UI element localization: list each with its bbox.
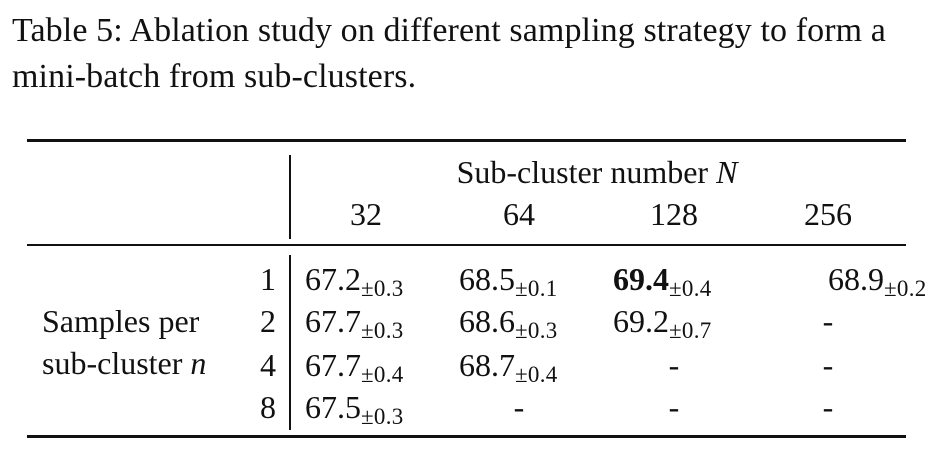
header-vertical-rule	[289, 155, 291, 239]
column-header-256: 256	[804, 196, 852, 232]
row-group-label-line1: Samples per	[42, 303, 200, 339]
table-top-rule	[27, 139, 906, 142]
column-header-64: 64	[503, 196, 535, 232]
table-cell: -	[514, 389, 525, 425]
cell-value: 68.7	[459, 347, 515, 383]
table-cell: 67.7±0.3	[305, 303, 404, 343]
row-group-label-line2: sub-cluster n	[42, 345, 206, 381]
cell-value: -	[822, 303, 834, 339]
table-cell: 69.4±0.4	[613, 261, 712, 301]
table-cell: -	[823, 347, 834, 383]
cell-std: ±0.4	[515, 362, 558, 387]
cell-value: 68.9	[828, 261, 884, 297]
cell-value: -	[822, 347, 834, 383]
table-cell: -	[823, 389, 834, 425]
column-header-32: 32	[350, 196, 382, 232]
cell-value: 67.5	[305, 389, 361, 425]
table-bottom-rule	[27, 435, 906, 438]
table-cell: 69.2±0.7	[613, 303, 712, 343]
cell-std: ±0.3	[361, 276, 404, 301]
cell-value: 68.5	[459, 261, 515, 297]
cell-value: 69.4	[613, 261, 669, 297]
table-cell: -	[669, 347, 680, 383]
table-cell: 67.5±0.3	[305, 389, 404, 429]
body-vertical-rule	[289, 255, 291, 430]
cell-std: ±0.3	[361, 404, 404, 429]
cell-std: ±0.4	[361, 362, 404, 387]
table-cell: -	[669, 389, 680, 425]
cell-std: ±0.7	[669, 318, 712, 343]
cell-value: 68.6	[459, 303, 515, 339]
column-group-header: Sub-cluster number N	[457, 154, 738, 190]
column-header-128: 128	[650, 196, 698, 232]
table-mid-rule	[27, 244, 906, 246]
row-group-label-text: sub-cluster	[42, 345, 183, 381]
table-cell: 68.5±0.1	[459, 261, 558, 301]
cell-std: ±0.3	[361, 318, 404, 343]
column-group-label: Sub-cluster number	[456, 154, 709, 190]
cell-value: 69.2	[613, 303, 669, 339]
cell-value: -	[668, 347, 680, 383]
cell-std: ±0.3	[515, 318, 558, 343]
table-cell: 68.7±0.4	[459, 347, 558, 387]
row-group-variable: n	[190, 345, 207, 381]
cell-value: 67.7	[305, 303, 361, 339]
cell-std: ±0.4	[669, 276, 712, 301]
row-n-label: 4	[260, 347, 276, 383]
table-cell: 68.6±0.3	[459, 303, 558, 343]
table-caption: Table 5: Ablation study on different sam…	[12, 12, 886, 95]
table-cell: -	[823, 303, 834, 339]
cell-std: ±0.1	[515, 276, 558, 301]
cell-value: 67.7	[305, 347, 361, 383]
column-group-variable: N	[716, 154, 738, 190]
row-n-label: 8	[260, 389, 276, 425]
cell-value: -	[668, 389, 680, 425]
table-cell: 67.2±0.3	[305, 261, 404, 301]
cell-value: 67.2	[305, 261, 361, 297]
row-n-label: 2	[260, 303, 276, 339]
cell-value: -	[822, 389, 834, 425]
table-cell: 68.9±0.2	[828, 261, 927, 301]
row-n-label: 1	[260, 261, 276, 297]
cell-value: -	[513, 389, 525, 425]
table-cell: 67.7±0.4	[305, 347, 404, 387]
cell-std: ±0.2	[884, 276, 927, 301]
